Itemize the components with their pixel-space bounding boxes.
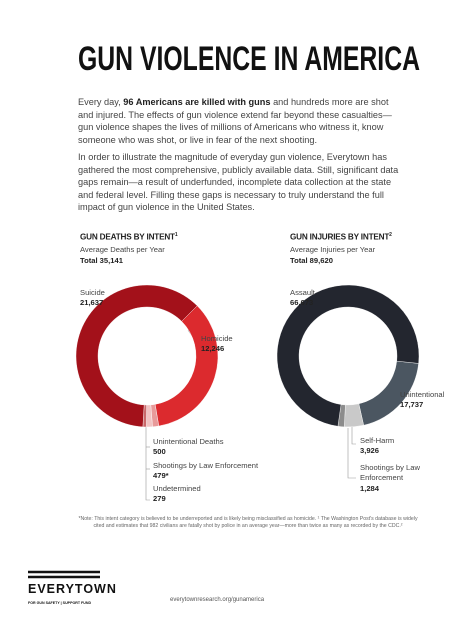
slice-name: Unintentional: [400, 390, 445, 399]
slice-label: Assault 66,673: [290, 288, 315, 309]
leader-line: [145, 426, 150, 501]
slice-name: Suicide: [80, 288, 105, 297]
slice-name: Self-Harm: [360, 436, 395, 445]
slice-name: Undetermined: [153, 484, 201, 493]
chart-title-text: GUN DEATHS BY INTENT: [80, 232, 175, 242]
slice-name: Unintentional Deaths: [153, 437, 224, 446]
slice-value: 500: [153, 447, 166, 457]
chart-subtitle: Average Deaths per Year: [80, 245, 165, 254]
page-title: GUN VIOLENCE IN AMERICA: [78, 40, 420, 78]
slice-name: Shootings by Law Enforcement: [360, 463, 420, 483]
chart-title-text: GUN INJURIES BY INTENT: [290, 232, 390, 242]
slice-label: Unintentional Deaths 500: [153, 437, 224, 458]
slice-value: 21,637: [80, 298, 104, 308]
text: Every day,: [78, 97, 124, 107]
chart-subtitle: Average Injuries per Year: [290, 245, 376, 254]
slice-label: Undetermined 279: [153, 484, 201, 505]
slice-label: Shootings by Law Enforcement 1,284: [360, 463, 440, 494]
slice-value: 17,737: [400, 400, 424, 410]
leader-line: [347, 428, 356, 479]
slice-value: 1,284: [360, 483, 380, 493]
pie-slice: [276, 284, 420, 427]
pie-slice: [75, 284, 198, 428]
footnote-mark: 2: [389, 232, 392, 238]
paragraph: In order to illustrate the magnitude of …: [78, 152, 399, 213]
slice-label: Unintentional 17,737: [400, 390, 444, 411]
logo: EVERYTOWN: [28, 582, 117, 596]
intro-paragraph: Every day, 96 Americans are killed with …: [78, 96, 400, 146]
text: and hundreds more are shot and injured. …: [78, 97, 392, 145]
slice-value: 66,673: [290, 298, 314, 308]
slice-label: Self-Harm 3,926: [360, 436, 394, 457]
slice-value: 3,926: [360, 446, 380, 456]
slice-label: Suicide 21,637: [80, 288, 105, 309]
slice-name: Assault: [290, 288, 315, 297]
chart-title: GUN DEATHS BY INTENT1: [80, 232, 178, 242]
slice-value: 279: [153, 494, 166, 504]
footnote-mark: 1: [174, 232, 178, 238]
pie-slice: [154, 305, 219, 427]
chart-total: Total 35,141: [80, 256, 123, 265]
url: everytownresearch.org/gunamerica: [170, 597, 265, 603]
logo-tagline: FOR GUN SAFETY | SUPPORT FUND: [28, 601, 92, 605]
slice-label: Shootings by Law Enforcement 479*: [153, 461, 258, 482]
slice-name: Homicide: [201, 334, 233, 343]
footnote: *Note: This intent category is believed …: [78, 516, 418, 530]
leader-line: [351, 426, 356, 445]
slice-value: 479*: [153, 471, 169, 481]
bold-text: 96 Americans are killed with guns: [123, 97, 271, 107]
chart-total: Total 89,620: [290, 256, 333, 265]
chart-title: GUN INJURIES BY INTENT2: [290, 232, 392, 242]
slice-label: Homicide 12,246: [201, 334, 233, 355]
slice-name: Shootings by Law Enforcement: [153, 461, 259, 470]
slice-value: 12,246: [201, 344, 225, 354]
